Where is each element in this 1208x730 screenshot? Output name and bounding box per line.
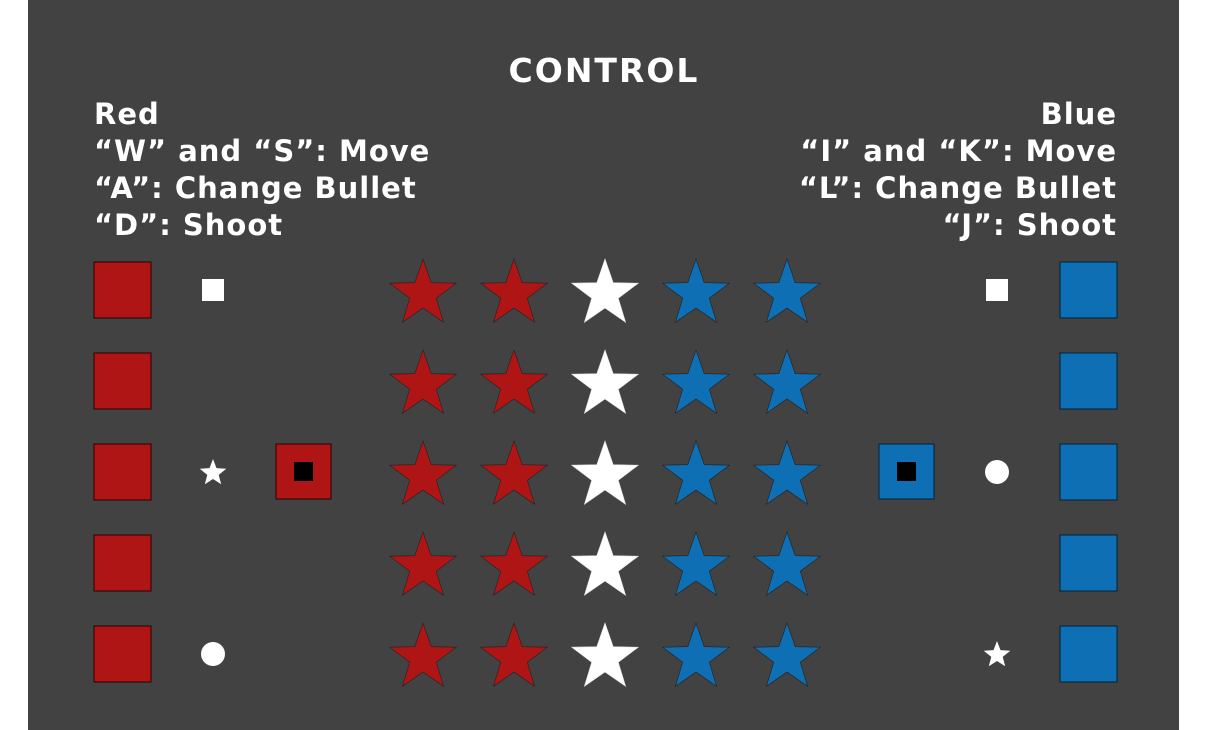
lane-1-star-1-icon — [388, 258, 458, 324]
blue-player-marker — [897, 462, 916, 481]
lane-1-star-4-icon — [661, 258, 731, 324]
lane-1-star-3-icon — [570, 258, 640, 324]
red-controls: Red “W” and “S”: Move “A”: Change Bullet… — [94, 96, 430, 244]
lane-2-star-3-icon — [570, 349, 640, 415]
red-label: Red — [94, 97, 160, 131]
lane-1-star-5-icon — [752, 258, 822, 324]
red-player-marker — [294, 462, 313, 481]
lane-2-star-1-icon — [388, 349, 458, 415]
lane-4-star-4-icon — [661, 531, 731, 597]
blue-base-1 — [1059, 261, 1118, 319]
blue-bullet-3-circle-icon — [985, 460, 1009, 484]
lane-3-star-5-icon — [752, 440, 822, 506]
blue-move-instruction: “I” and “K”: Move — [800, 134, 1117, 168]
red-base-1 — [93, 261, 152, 319]
lane-4-star-5-icon — [752, 531, 822, 597]
red-bullet-1-square-icon — [202, 279, 224, 301]
red-base-5 — [93, 625, 152, 683]
lane-3-star-1-icon — [388, 440, 458, 506]
lane-3-star-4-icon — [661, 440, 731, 506]
blue-base-4 — [1059, 534, 1118, 592]
lane-5-star-1-icon — [388, 622, 458, 688]
lane-1-star-2-icon — [479, 258, 549, 324]
lane-4-star-1-icon — [388, 531, 458, 597]
blue-bullet-5-star-icon — [983, 641, 1011, 667]
red-shoot-instruction: “D”: Shoot — [94, 208, 284, 242]
blue-controls: Blue “I” and “K”: Move “L”: Change Bulle… — [799, 96, 1117, 244]
red-move-instruction: “W” and “S”: Move — [94, 134, 431, 168]
blue-change-bullet-instruction: “L”: Change Bullet — [798, 171, 1117, 205]
lane-4-star-3-icon — [570, 531, 640, 597]
lane-5-star-3-icon — [570, 622, 640, 688]
red-change-bullet-instruction: “A”: Change Bullet — [94, 171, 417, 205]
red-bullet-3-star-icon — [199, 459, 227, 485]
lane-3-star-2-icon — [479, 440, 549, 506]
blue-base-3 — [1059, 443, 1118, 501]
red-base-4 — [93, 534, 152, 592]
red-bullet-5-circle-icon — [201, 642, 225, 666]
lane-3-star-3-icon — [570, 440, 640, 506]
lane-2-star-5-icon — [752, 349, 822, 415]
lane-2-star-4-icon — [661, 349, 731, 415]
lane-5-star-4-icon — [661, 622, 731, 688]
blue-base-2 — [1059, 352, 1118, 410]
blue-label: Blue — [1040, 97, 1117, 131]
red-base-3 — [93, 443, 152, 501]
lane-2-star-2-icon — [479, 349, 549, 415]
lane-5-star-2-icon — [479, 622, 549, 688]
lane-5-star-5-icon — [752, 622, 822, 688]
blue-shoot-instruction: “J”: Shoot — [942, 208, 1117, 242]
lane-4-star-2-icon — [479, 531, 549, 597]
page-title: CONTROL — [508, 51, 700, 90]
blue-bullet-1-square-icon — [986, 279, 1008, 301]
blue-base-5 — [1059, 625, 1118, 683]
red-base-2 — [93, 352, 152, 410]
